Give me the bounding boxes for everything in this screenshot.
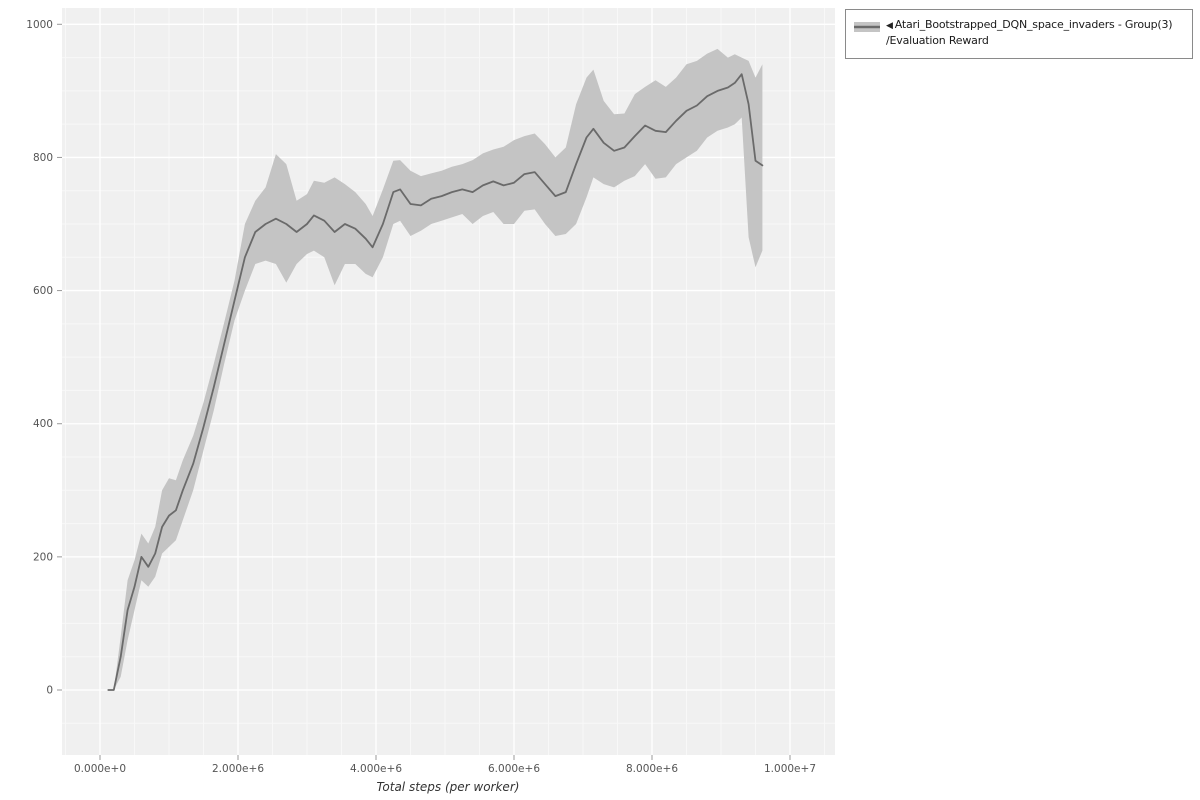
legend-box[interactable]: ◀ Atari_Bootstrapped_DQN_space_invaders -… [845, 9, 1193, 59]
mean-line [107, 73, 764, 691]
x-tick-label: 2.000e+6 [212, 763, 264, 775]
x-axis: 0.000e+0 2.000e+6 4.000e+6 6.000e+6 8.000e+6… [74, 755, 816, 775]
minor-gridlines [62, 8, 835, 755]
x-tick-label: 1.000e+7 [764, 763, 816, 775]
y-tick-label: 800 [33, 152, 53, 164]
x-tick-label: 8.000e+6 [626, 763, 678, 775]
y-tick-label: 200 [33, 551, 53, 563]
legend-text: ◀ Atari_Bootstrapped_DQN_space_invaders -… [886, 17, 1184, 50]
y-tick-label: 1000 [26, 19, 53, 31]
series-swatch-icon [854, 19, 880, 38]
major-gridlines [62, 8, 835, 755]
x-tick-label: 6.000e+6 [488, 763, 540, 775]
collapse-triangle-icon[interactable]: ◀ [886, 21, 893, 31]
x-tick-label: 0.000e+0 [74, 763, 126, 775]
legend-line-1: ◀ Atari_Bootstrapped_DQN_space_invaders -… [886, 17, 1184, 33]
y-tick-label: 0 [46, 685, 53, 697]
legend-series-sublabel: /Evaluation Reward [886, 34, 989, 48]
y-axis: 0 200 400 600 800 1000 [26, 19, 62, 697]
y-tick-label: 600 [33, 285, 53, 297]
legend-series-label: Atari_Bootstrapped_DQN_space_invaders - … [894, 18, 1173, 31]
x-tick-label: 4.000e+6 [350, 763, 402, 775]
y-tick-label: 400 [33, 418, 53, 430]
x-axis-title: Total steps (per worker) [377, 780, 520, 794]
confidence-band [108, 48, 763, 690]
